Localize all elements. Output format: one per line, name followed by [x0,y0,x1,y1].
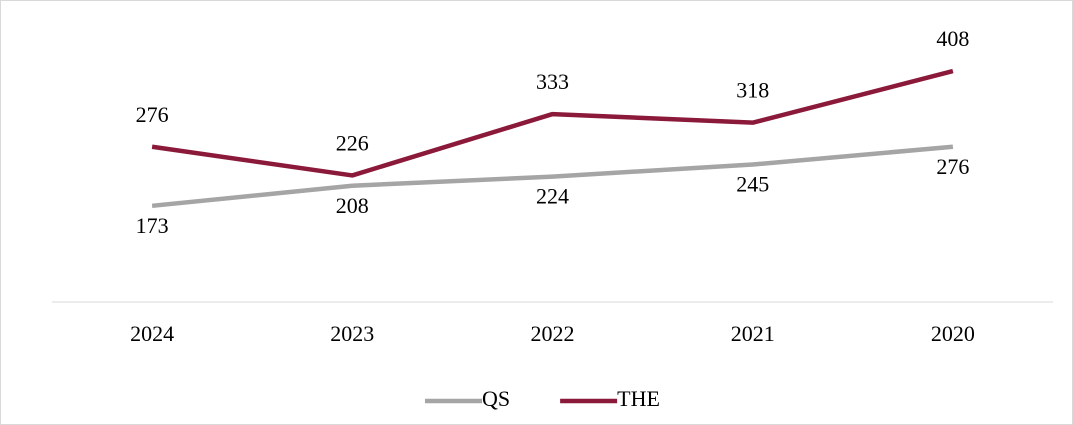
data-label: 208 [336,193,369,218]
series-line [151,68,954,178]
data-label: 224 [536,184,569,209]
x-tick-label: 2022 [531,321,575,346]
legend-label: THE [617,386,660,411]
x-tick-label: 2024 [130,321,174,346]
x-tick-label: 2020 [931,321,975,346]
x-tick-label: 2021 [731,321,775,346]
series-line [151,144,954,209]
data-label: 276 [136,102,169,127]
data-label: 318 [736,78,769,103]
legend-label: QS [482,386,510,411]
data-label: 245 [736,172,769,197]
data-label: 173 [136,213,169,238]
data-label: 276 [936,154,969,179]
data-label: 333 [536,69,569,94]
x-tick-label: 2023 [330,321,374,346]
data-label: 226 [336,130,369,155]
data-label: 408 [936,26,969,51]
